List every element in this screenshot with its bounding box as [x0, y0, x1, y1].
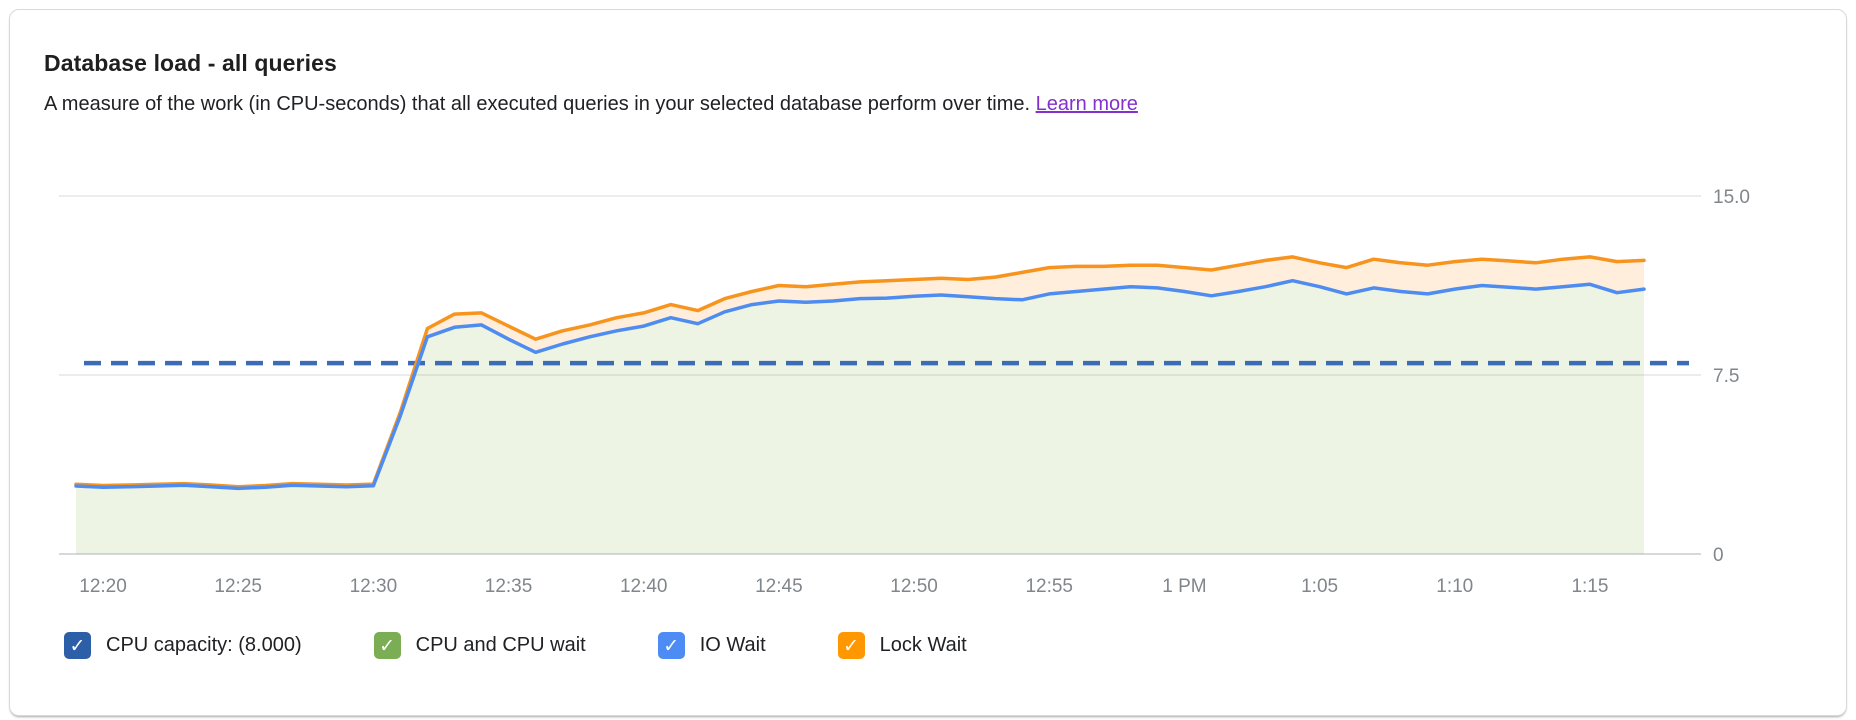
- cpu-capacity-checkbox-icon[interactable]: ✓: [64, 632, 91, 659]
- learn-more-link[interactable]: Learn more: [1035, 93, 1138, 115]
- legend-label: Lock Wait: [879, 634, 967, 656]
- x-tick-label: 12:25: [214, 576, 262, 597]
- cpu-area-fill: [76, 280, 1644, 554]
- x-tick-label: 1:15: [1571, 576, 1608, 597]
- page-title: Database load - all queries: [44, 50, 337, 76]
- legend-label: IO Wait: [699, 634, 766, 656]
- x-tick-label: 12:20: [79, 576, 127, 597]
- legend-item-io-wait[interactable]: ✓ IO Wait: [657, 632, 766, 659]
- x-tick-label: 12:40: [620, 576, 668, 597]
- x-tick-label: 12:50: [890, 576, 938, 597]
- database-load-chart[interactable]: 15.0 7.5 0 12:20 12:25 12:30 12:35 12:40 12:45 12…: [44, 156, 1812, 606]
- x-tick-label: 12:30: [350, 576, 398, 597]
- chart-description-text: A measure of the work (in CPU-seconds) t…: [44, 93, 1031, 115]
- x-tick-label: 1:05: [1301, 576, 1338, 597]
- legend-label: CPU capacity: (8.000): [106, 634, 302, 656]
- legend-item-lock-wait[interactable]: ✓ Lock Wait: [837, 632, 967, 659]
- cpu-wait-checkbox-icon[interactable]: ✓: [373, 632, 401, 659]
- y-tick-label: 7.5: [1713, 366, 1739, 387]
- chart-description: A measure of the work (in CPU-seconds) t…: [44, 90, 1812, 118]
- lock-wait-checkbox-icon[interactable]: ✓: [837, 632, 865, 659]
- chart-legend: ✓ CPU capacity: (8.000) ✓ CPU and CPU wa…: [44, 632, 1812, 659]
- x-tick-label: 12:45: [755, 576, 803, 597]
- x-tick-label: 1:10: [1436, 576, 1473, 597]
- chart-area: 15.0 7.5 0 12:20 12:25 12:30 12:35 12:40 12:45 12…: [44, 156, 1812, 606]
- io-wait-line: [74, 278, 1646, 491]
- x-tick-label: 12:35: [485, 576, 533, 597]
- legend-label: CPU and CPU wait: [415, 634, 586, 656]
- x-tick-label: 1 PM: [1162, 576, 1206, 597]
- y-tick-label: 0: [1713, 545, 1724, 566]
- y-tick-label: 15.0: [1713, 187, 1750, 208]
- legend-item-cpu-and-cpu-wait[interactable]: ✓ CPU and CPU wait: [373, 632, 586, 659]
- database-load-card: Database load - all queries A measure of…: [9, 9, 1847, 716]
- io-wait-checkbox-icon[interactable]: ✓: [657, 632, 685, 659]
- x-tick-label: 12:55: [1025, 576, 1073, 597]
- legend-item-cpu-capacity[interactable]: ✓ CPU capacity: (8.000): [64, 632, 302, 659]
